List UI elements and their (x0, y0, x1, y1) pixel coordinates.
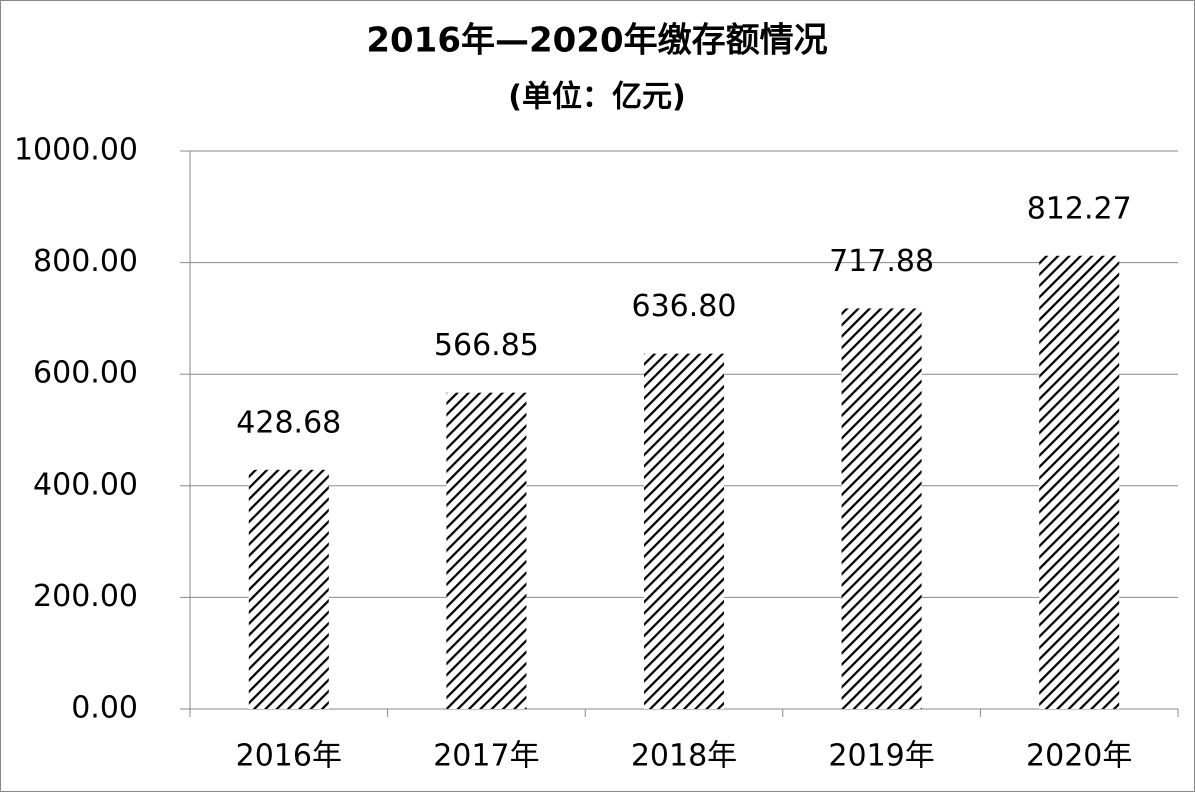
chart-title: 2016年—2020年缴存额情况 (366, 21, 827, 61)
x-tick-label: 2017年 (433, 739, 539, 774)
chart-subtitle: (单位：亿元) (508, 80, 685, 115)
x-tick-label: 2016年 (236, 739, 342, 774)
bar (248, 469, 329, 709)
value-label: 566.85 (434, 328, 539, 363)
value-label: 812.27 (1027, 191, 1132, 226)
y-tick-label: 600.00 (33, 356, 138, 391)
bar (841, 308, 922, 709)
x-tick-label: 2018年 (631, 739, 737, 774)
bar (644, 353, 724, 709)
y-tick-label: 1000.00 (14, 133, 138, 168)
y-tick-label: 400.00 (33, 467, 138, 502)
y-tick-label: 200.00 (33, 579, 138, 614)
bar (446, 392, 527, 709)
value-label: 717.88 (829, 244, 934, 279)
bar (1039, 255, 1120, 709)
y-tick-label: 800.00 (33, 244, 138, 279)
value-label: 428.68 (236, 405, 341, 440)
value-label: 636.80 (632, 289, 737, 324)
y-tick-label: 0.00 (71, 691, 138, 726)
x-tick-label: 2019年 (828, 739, 934, 774)
x-tick-label: 2020年 (1026, 739, 1132, 774)
